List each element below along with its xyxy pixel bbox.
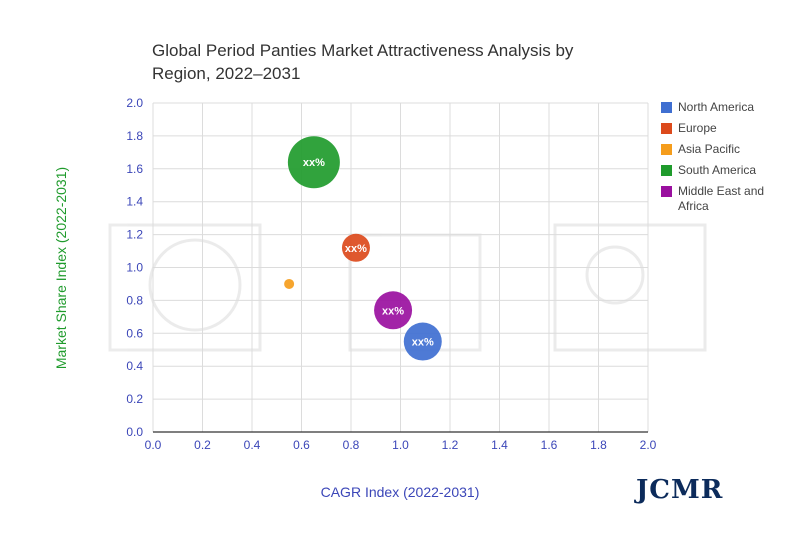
legend-item[interactable]: Europe [661,121,796,136]
bubble-data-label: xx% [303,157,325,169]
legend-item[interactable]: Asia Pacific [661,142,796,157]
y-tick-label: 1.6 [126,162,143,176]
legend-item[interactable]: Middle East and Africa [661,184,796,214]
chart-title: Global Period Panties Market Attractiven… [152,41,574,83]
x-tick-label: 0.8 [343,438,360,452]
bubbles: xx% xx% xx% xx% [284,136,442,361]
x-tick-label: 0.2 [194,438,211,452]
bubble-data-label: xx% [382,305,404,317]
legend-label: South America [678,163,757,177]
legend-label: Asia Pacific [678,142,741,156]
x-tick-label: 1.8 [590,438,607,452]
bubble-asia-pacific [284,278,295,289]
legend-swatch [661,165,672,176]
bubble-europe [341,233,370,262]
x-tick-label: 1.0 [392,438,409,452]
legend-item[interactable]: South America [661,163,796,178]
bubble-north-america [403,322,442,361]
y-tick-label: 0.0 [126,425,143,439]
x-tick-label: 1.2 [442,438,459,452]
legend-item[interactable]: North America [661,100,796,115]
grid [152,102,649,433]
bubble-data-label: xx% [412,337,434,349]
legend: North America Europe Asia Pacific South Ame… [661,100,796,220]
y-tick-label: 0.6 [126,326,143,340]
y-tick-label: 1.0 [126,261,143,275]
x-tick-label: 0.0 [145,438,162,452]
y-axis-label: Market Share Index (2022-2031) [53,167,69,369]
bubble-data-label: xx% [345,243,367,255]
legend-swatch [661,123,672,134]
y-tick-label: 0.8 [126,293,143,307]
legend-swatch [661,102,672,113]
y-tick-label: 1.4 [126,195,143,209]
background-watermark [108,223,707,352]
x-tick-label: 0.4 [244,438,261,452]
legend-label: North America [678,100,755,114]
x-tick-label: 1.6 [541,438,558,452]
y-tick-label: 0.4 [126,359,143,373]
y-tick-label: 2.0 [126,96,143,110]
bubble-middle-east-and-africa [374,291,413,330]
legend-swatch [661,144,672,155]
legend-label: Europe [678,121,717,135]
x-axis-label: CAGR Index (2022-2031) [321,484,480,500]
legend-label: Middle East and Africa [678,184,765,213]
brand-logo: JCMR [636,475,724,505]
legend-swatch [661,186,672,197]
x-tick-label: 1.4 [491,438,508,452]
y-tick-label: 1.8 [126,129,143,143]
y-tick-label: 1.2 [126,228,143,242]
x-tick-label: 0.6 [293,438,310,452]
axes: 0.0 0.2 0.4 0.6 0.8 1.0 1.2 1.4 1.6 1.8 2.0 0.0 0.2 0… [126,96,656,452]
x-tick-label: 2.0 [640,438,657,452]
y-tick-label: 0.2 [126,392,143,406]
bubble-south-america [287,136,340,189]
